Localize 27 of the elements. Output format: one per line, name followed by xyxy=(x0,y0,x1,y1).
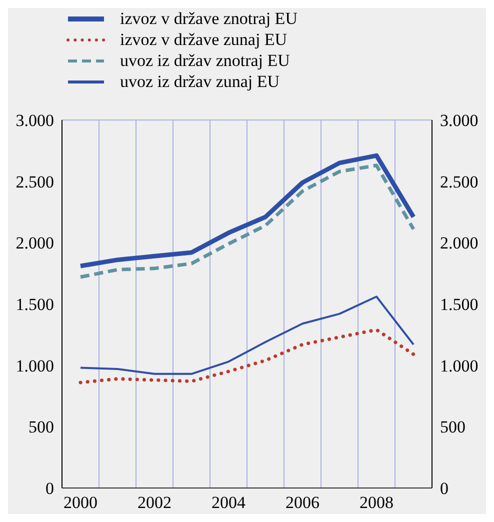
x-tick-label: 2006 xyxy=(286,493,320,512)
y2-tick-label: 1.000 xyxy=(440,356,478,376)
x-tick-label: 2004 xyxy=(212,493,246,512)
line-series xyxy=(78,153,416,268)
y2-tick-label: 500 xyxy=(440,418,466,437)
legend-label: uvoz iz držav znotraj EU xyxy=(120,50,290,71)
y-tick-label: 3.000 xyxy=(16,111,54,130)
line-series xyxy=(78,328,416,384)
y2-tick-label: 3.000 xyxy=(440,111,478,130)
y-tick-label: 1.500 xyxy=(16,295,54,314)
y-tick-label: 1.000 xyxy=(16,356,54,376)
x-tick-label: 2008 xyxy=(360,493,394,512)
x-tick-label: 2000 xyxy=(64,493,98,512)
line-series xyxy=(80,296,414,375)
legend-label: uvoz iz držav zunaj EU xyxy=(120,71,280,92)
y-tick-label: 2.000 xyxy=(16,234,54,253)
y2-tick-label: 0 xyxy=(440,479,448,498)
y-tick-label: 0 xyxy=(46,479,54,498)
y2-tick-label: 2.000 xyxy=(440,234,478,253)
y-tick-label: 2.500 xyxy=(16,172,54,192)
y2-tick-label: 2.500 xyxy=(440,172,478,192)
legend-label: izvoz v države znotraj EU xyxy=(120,8,298,29)
y-tick-label: 500 xyxy=(28,418,54,437)
line-series xyxy=(78,164,416,279)
y2-tick-label: 1.500 xyxy=(440,295,478,314)
x-tick-label: 2002 xyxy=(138,493,172,512)
legend-label: izvoz v države zunaj EU xyxy=(120,29,288,50)
